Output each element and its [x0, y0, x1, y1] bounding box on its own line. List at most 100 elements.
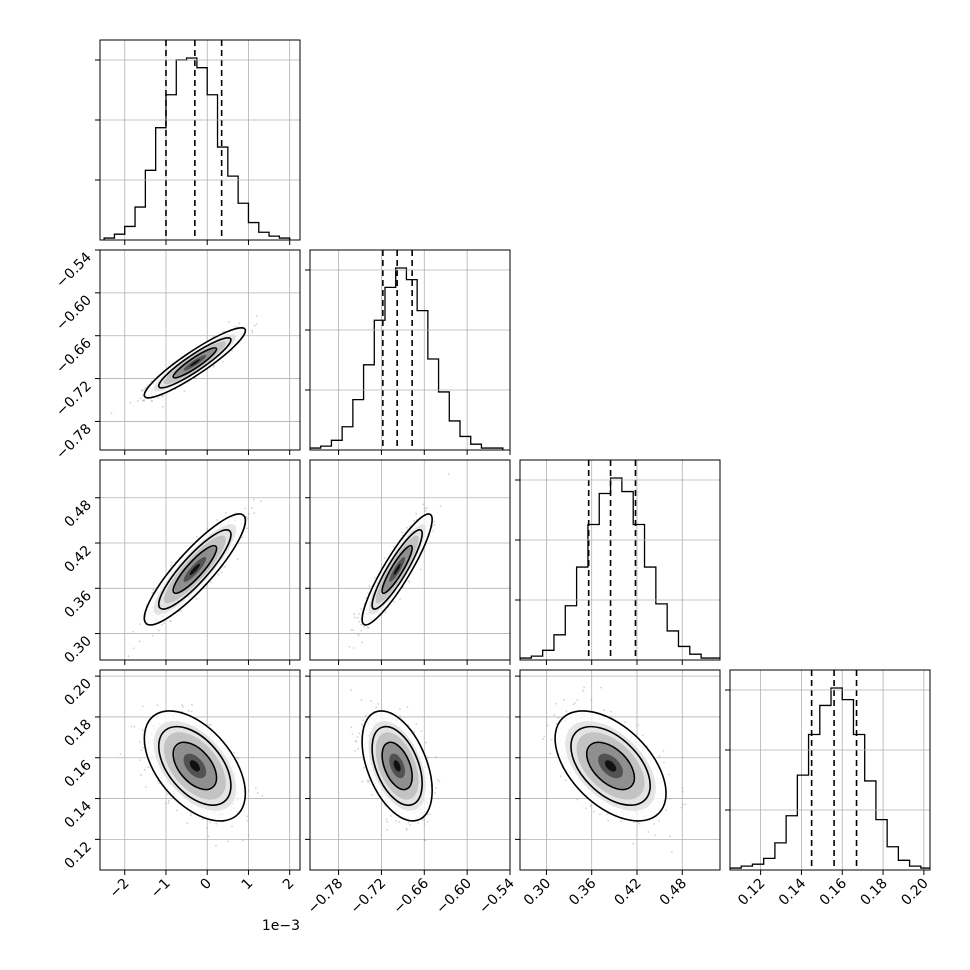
- y-tick-label: 0.48: [61, 497, 94, 530]
- sample-point: [195, 597, 198, 600]
- sample-point: [216, 519, 219, 521]
- sample-point: [238, 322, 241, 325]
- sample-point: [357, 634, 360, 637]
- sample-point: [176, 809, 178, 812]
- y-tick-label: 0.30: [61, 633, 94, 666]
- contour-line: [157, 529, 232, 610]
- sample-point: [251, 329, 253, 332]
- sample-point: [361, 641, 363, 644]
- sample-point: [162, 405, 164, 408]
- x-tick-label: 0: [197, 876, 215, 894]
- y-tick-label: 0.16: [61, 757, 94, 790]
- sample-point: [233, 751, 236, 754]
- panel-frame: [99, 39, 301, 241]
- sample-point: [161, 394, 164, 397]
- histogram-panel: 0.12 0.14 0.16 0.18 0.20: [725, 669, 932, 909]
- sample-point: [143, 768, 146, 771]
- sample-point: [140, 389, 143, 392]
- sample-point: [419, 568, 422, 571]
- sample-point: [255, 314, 258, 317]
- density-panel: [305, 459, 511, 665]
- contour-line: [143, 710, 247, 822]
- sample-point: [215, 844, 217, 847]
- sample-point: [141, 729, 144, 732]
- sample-point: [170, 561, 173, 564]
- sample-point: [209, 821, 211, 824]
- sample-point: [373, 576, 376, 579]
- contour-line: [381, 544, 413, 595]
- sample-point: [140, 748, 143, 751]
- sample-point: [408, 525, 411, 528]
- sample-point: [255, 323, 258, 326]
- sample-point: [367, 781, 369, 784]
- panel-content: [127, 498, 262, 658]
- sample-point: [242, 839, 244, 842]
- sample-point: [228, 321, 230, 323]
- panel-content: [110, 314, 258, 415]
- sample-point: [233, 325, 236, 328]
- x-tick-label: 0.12: [735, 876, 768, 909]
- sample-point: [220, 571, 223, 573]
- panels: 0.12 0.14 0.16 0.18 0.20−0.78−0.72−0.66−0.60…: [53, 39, 932, 917]
- y-tick-label: −0.54: [53, 249, 95, 291]
- sample-point: [141, 746, 144, 749]
- sample-point: [352, 629, 354, 632]
- sample-point: [254, 787, 257, 790]
- sample-point: [350, 629, 353, 632]
- sample-point: [363, 625, 365, 628]
- sample-point: [367, 626, 370, 629]
- sample-point: [433, 523, 436, 526]
- sample-point: [231, 350, 233, 352]
- sample-point: [408, 824, 411, 826]
- sample-point: [156, 704, 159, 707]
- sample-point: [142, 394, 144, 397]
- y-tick-label: 0.20: [61, 676, 94, 709]
- sample-point: [215, 822, 218, 825]
- sample-point: [191, 703, 193, 706]
- x-tick-label: 2: [280, 876, 298, 894]
- density-panel: −2 −1 0 1 20.120.140.160.180.20: [61, 669, 301, 902]
- sample-point: [170, 564, 173, 567]
- sample-point: [141, 389, 144, 392]
- sample-point: [187, 709, 190, 712]
- panel-frame: [309, 459, 511, 661]
- y-tick-label: 0.36: [61, 588, 94, 621]
- histogram-panel: [515, 459, 721, 665]
- sample-point: [426, 756, 429, 759]
- sample-point: [366, 626, 369, 629]
- y-tick-label: −0.78: [53, 421, 95, 463]
- sample-point: [367, 592, 370, 595]
- sample-point: [399, 598, 401, 600]
- sample-point: [186, 822, 189, 825]
- sample-point: [424, 839, 427, 842]
- sample-point: [158, 782, 161, 785]
- sample-point: [130, 725, 133, 728]
- sample-point: [398, 821, 401, 823]
- x-tick-label: 0.14: [776, 875, 809, 908]
- sample-point: [236, 558, 239, 560]
- contour-line: [172, 741, 218, 791]
- sample-point: [433, 520, 436, 523]
- sample-point: [423, 823, 426, 826]
- y-tick-label: 0.42: [61, 543, 94, 576]
- x-tick-label: 0.18: [858, 876, 891, 909]
- sample-point: [422, 503, 425, 506]
- density-panel: 0.30 0.36 0.42 0.48: [61, 459, 301, 666]
- sample-point: [142, 399, 144, 402]
- sample-point: [246, 819, 249, 822]
- sample-point: [136, 399, 139, 402]
- x-tick-label: 0.20: [898, 876, 931, 909]
- sample-point: [360, 623, 363, 626]
- sample-point: [237, 757, 240, 760]
- histogram-step: [520, 477, 720, 660]
- sample-point: [244, 507, 246, 510]
- sample-point: [139, 759, 142, 762]
- histogram-panel: [95, 39, 301, 245]
- sample-point: [133, 725, 136, 728]
- x-tick-label: −2: [107, 876, 133, 902]
- sample-point: [140, 774, 142, 776]
- sample-point: [119, 753, 122, 755]
- sample-point: [169, 620, 172, 623]
- y-tick-label: 0.12: [61, 839, 94, 872]
- sample-point: [253, 512, 256, 514]
